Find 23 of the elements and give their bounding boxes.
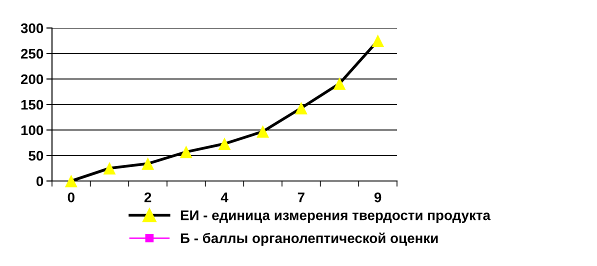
point xyxy=(294,102,308,114)
y-tick-label: 200 xyxy=(20,74,44,84)
x-tick-label: 7 xyxy=(298,192,304,202)
x-tick-label: 4 xyxy=(220,192,228,202)
point xyxy=(64,174,78,188)
y-tick-label: 150 xyxy=(21,100,44,110)
x-tick-label: 0 xyxy=(68,192,74,202)
point xyxy=(218,138,231,150)
point xyxy=(103,162,116,174)
y-tick-label: 50 xyxy=(28,150,44,161)
x-tick-label: 2 xyxy=(144,192,152,202)
x-tick-label: 9 xyxy=(374,192,382,202)
point xyxy=(372,34,384,47)
point xyxy=(142,157,154,170)
point xyxy=(256,125,270,138)
legend-label: ЕИ - единица измерения твердости продукта xyxy=(180,210,491,223)
y-tick-label: 0 xyxy=(36,176,44,186)
point xyxy=(180,146,192,158)
point xyxy=(333,77,346,90)
y-tick-label: 250 xyxy=(20,48,44,59)
legend-label: Б - баллы органолептической оценки xyxy=(180,232,438,246)
y-tick-label: 300 xyxy=(20,23,44,34)
y-tick-label: 100 xyxy=(21,125,44,136)
